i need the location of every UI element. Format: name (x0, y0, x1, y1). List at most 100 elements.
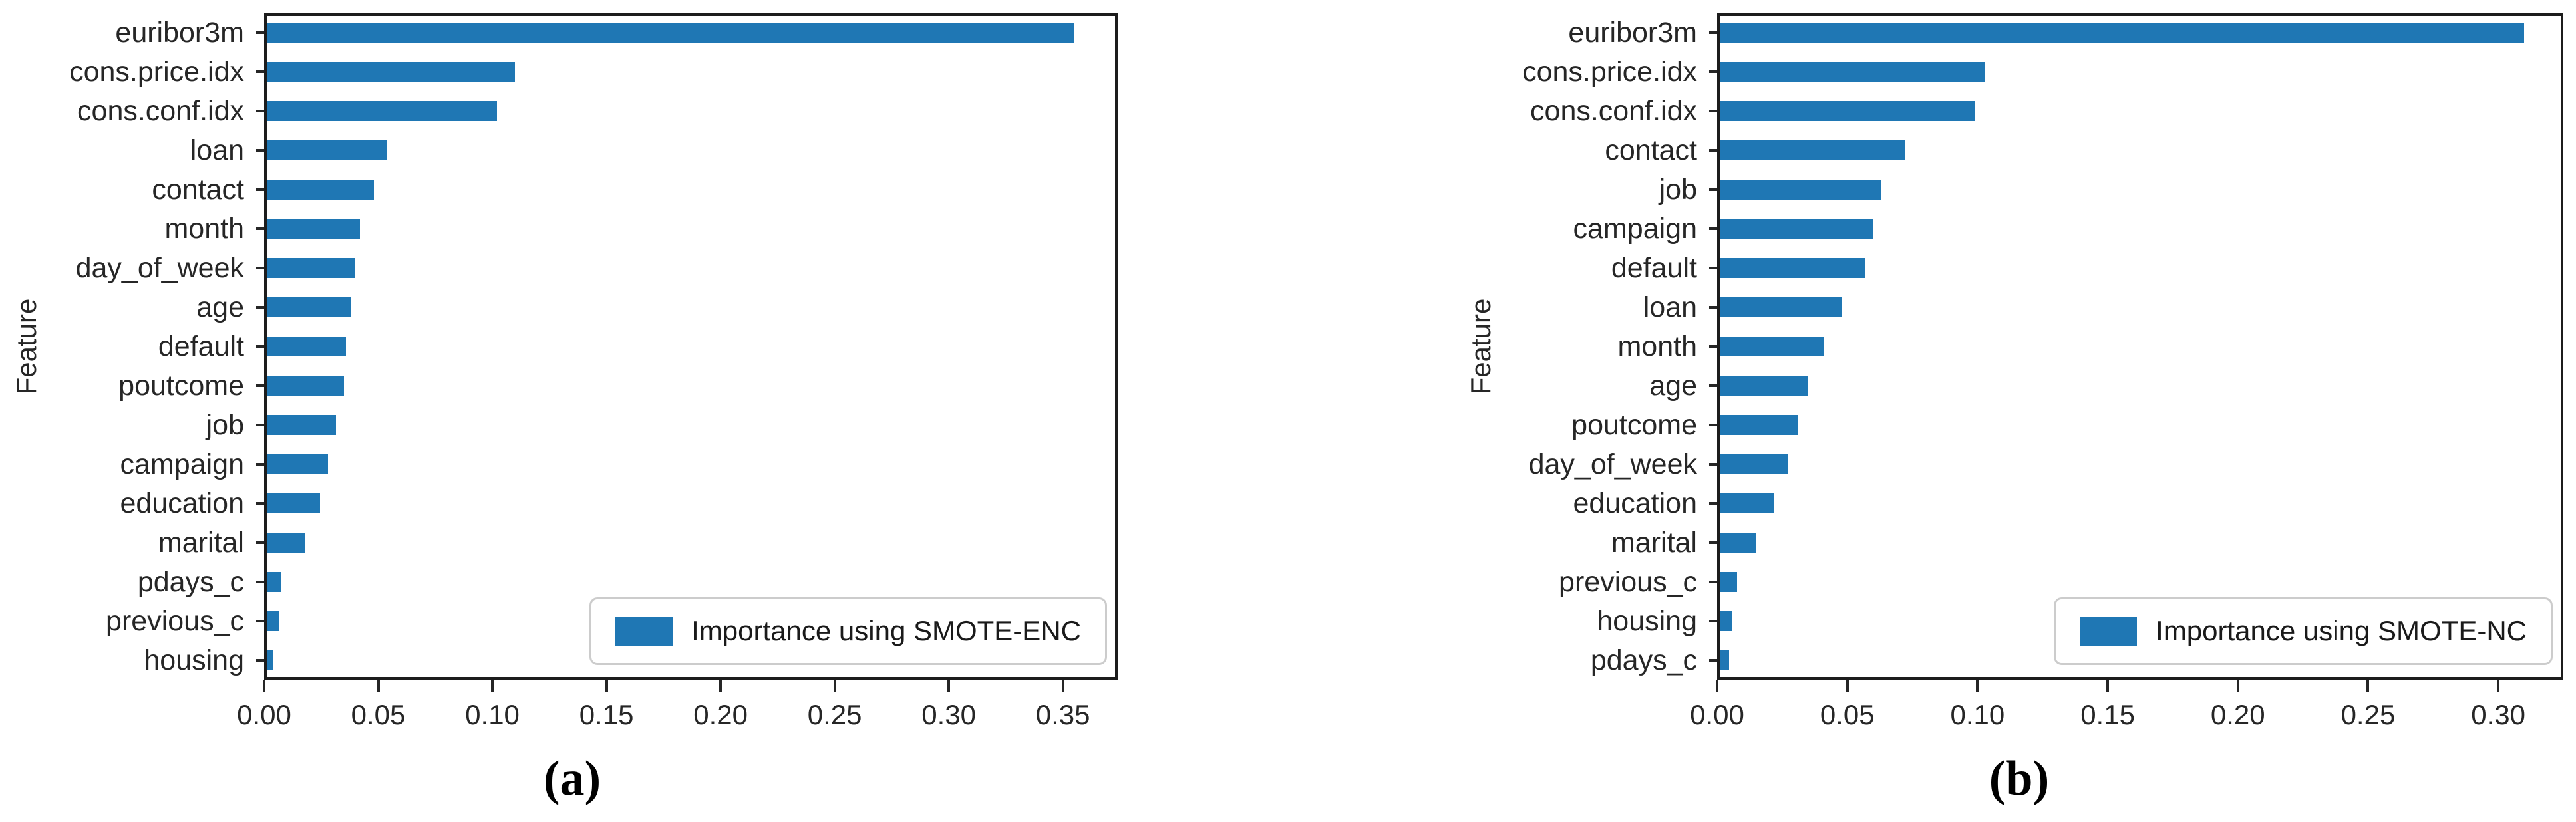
y-tick-mark (1709, 188, 1717, 192)
y-tick-mark (256, 384, 264, 387)
y-tick-label: pdays_c (137, 565, 244, 598)
x-tick-label: 0.00 (1690, 699, 1744, 730)
bar-contact (1720, 140, 1905, 161)
y-tick-mark (1709, 619, 1717, 622)
bar-marital (267, 532, 305, 553)
legend: Importance using SMOTE-ENC (589, 597, 1107, 665)
y-tick-label: cons.conf.idx (77, 95, 244, 128)
x-tick-label: 0.25 (807, 699, 862, 730)
bar-previous-c (1720, 571, 1737, 592)
x-tick-label: 0.15 (2080, 699, 2135, 730)
y-tick-label: housing (1597, 605, 1697, 637)
bar-day-of-week (1720, 454, 1788, 474)
y-tick-label: default (1611, 252, 1697, 285)
y-tick-mark (1709, 227, 1717, 231)
y-tick-mark (1709, 423, 1717, 426)
y-tick-label: cons.price.idx (1522, 56, 1697, 88)
y-tick-mark (1709, 462, 1717, 466)
y-tick-mark (256, 580, 264, 583)
y-tick-label: month (1617, 331, 1697, 362)
bar-euribor3m (1720, 23, 2525, 43)
bar-campaign (1720, 219, 1873, 239)
x-tick-label: 0.30 (2471, 699, 2526, 730)
y-tick-mark (1709, 580, 1717, 583)
legend-swatch-icon (615, 616, 673, 646)
x-tick-mark (2236, 680, 2239, 692)
caption-a: (a) (543, 752, 601, 806)
y-tick-mark (256, 110, 264, 113)
x-tick-mark (947, 680, 951, 692)
y-tick-mark (256, 423, 264, 426)
y-tick-label: loan (190, 134, 244, 167)
x-tick-mark (1976, 680, 1979, 692)
y-tick-label: day_of_week (75, 252, 244, 285)
y-tick-mark (1709, 149, 1717, 152)
x-tick-label: 0.35 (1035, 699, 1090, 730)
legend: Importance using SMOTE-NC (2054, 597, 2553, 665)
y-tick-mark (1709, 384, 1717, 387)
y-tick-label: default (158, 331, 244, 362)
y-tick-mark (256, 658, 264, 662)
y-tick-label: marital (1611, 526, 1697, 559)
x-tick-label: 0.20 (693, 699, 748, 730)
x-tick-mark (263, 680, 265, 692)
x-tick-label: 0.10 (465, 699, 520, 730)
x-tick-label: 0.05 (1820, 699, 1875, 730)
x-tick-label: 0.30 (921, 699, 977, 730)
y-tick-mark (256, 31, 264, 35)
y-tick-mark (256, 619, 264, 622)
bar-housing (1720, 611, 1732, 631)
bar-education (1720, 493, 1775, 513)
y-tick-label: day_of_week (1528, 448, 1697, 480)
y-tick-label: contact (152, 174, 244, 206)
x-tick-mark (719, 680, 723, 692)
y-tick-mark (1709, 345, 1717, 348)
bar-month (1720, 337, 1824, 356)
y-tick-mark (1709, 31, 1717, 35)
x-tick-mark (1846, 680, 1849, 692)
y-tick-label: previous_c (106, 605, 244, 637)
y-tick-mark (1709, 658, 1717, 662)
y-tick-label: age (1649, 369, 1697, 402)
y-tick-mark (256, 345, 264, 348)
y-tick-label: job (1659, 174, 1697, 206)
y-tick-label: poutcome (1571, 408, 1697, 441)
bar-euribor3m (267, 23, 1074, 43)
y-tick-label: education (120, 487, 245, 519)
bar-loan (1720, 297, 1842, 318)
y-tick-mark (1709, 267, 1717, 270)
legend-swatch-icon (2080, 616, 2138, 646)
y-tick-label: euribor3m (115, 17, 244, 49)
y-tick-mark (256, 462, 264, 466)
figure-b: euribor3m cons.price.idx cons.conf.idx cont… (1288, 0, 2576, 822)
bar-day-of-week (267, 258, 355, 279)
x-tick-label: 0.10 (1950, 699, 2005, 730)
bar-cons-price-idx (267, 62, 516, 82)
y-tick-label: contact (1605, 134, 1697, 167)
y-tick-mark (256, 541, 264, 544)
bar-poutcome (267, 375, 345, 396)
bar-contact (267, 180, 374, 200)
y-tick-mark (256, 70, 264, 74)
x-tick-label: 0.25 (2340, 699, 2396, 730)
x-tick-mark (2497, 680, 2500, 692)
bar-cons-price-idx (1720, 62, 1986, 82)
legend-label: Importance using SMOTE-NC (2156, 615, 2527, 646)
bar-cons-conf-idx (1720, 101, 1975, 122)
x-tick-label: 0.20 (2210, 699, 2265, 730)
y-tick-label: pdays_c (1590, 644, 1697, 676)
legend-label: Importance using SMOTE-ENC (691, 615, 1081, 646)
x-tick-mark (1716, 680, 1718, 692)
bar-previous-c (267, 611, 279, 631)
bar-pdays-c (267, 571, 281, 592)
caption-b: (b) (1989, 752, 2050, 806)
x-tick-mark (833, 680, 836, 692)
x-tick-mark (605, 680, 608, 692)
y-tick-mark (1709, 70, 1717, 74)
y-axis-title-a: Feature (11, 298, 42, 395)
bar-job (1720, 180, 1881, 200)
y-tick-mark (256, 149, 264, 152)
y-tick-label: campaign (120, 448, 244, 480)
bar-education (267, 493, 321, 513)
